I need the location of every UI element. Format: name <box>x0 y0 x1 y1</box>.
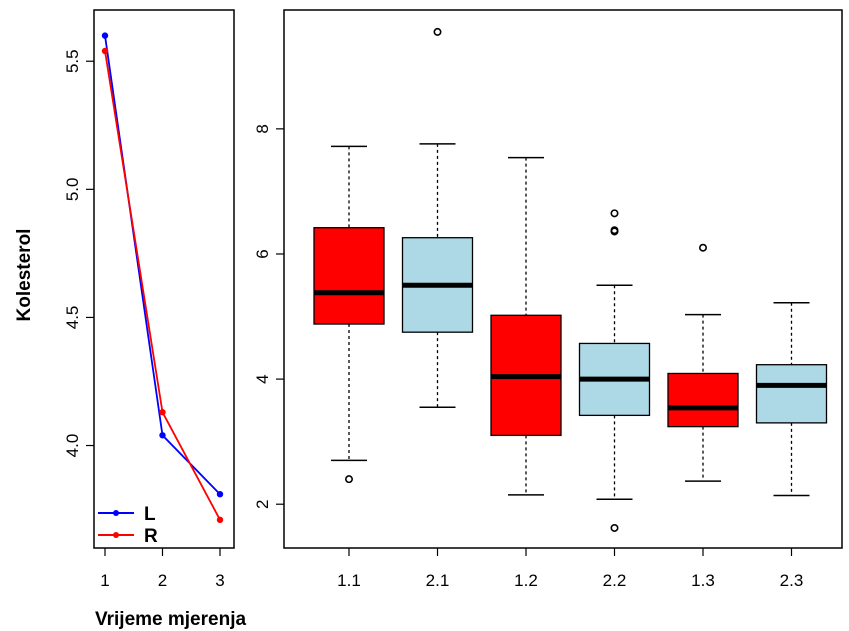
point-R-1 <box>101 47 109 55</box>
legend-marker-L <box>113 510 119 516</box>
box-2.3 <box>755 364 828 424</box>
box-1.3 <box>667 372 739 428</box>
outlier-2.2-3 <box>610 209 619 218</box>
x-axis-title: Vrijeme mjerenja <box>95 609 246 630</box>
right-x-tick-label-1: 2.1 <box>426 571 450 590</box>
legend-label-L: L <box>144 504 156 525</box>
left-x-tick-label-1: 2 <box>158 571 167 590</box>
series-line-L <box>104 35 221 495</box>
right-x-tick-label-3: 2.2 <box>603 571 627 590</box>
left-y-tick-label-1: 4.5 <box>63 306 82 330</box>
right-y-tick-label-2: 6 <box>253 249 272 258</box>
box-1.1 <box>313 227 385 325</box>
point-L-1 <box>101 32 109 39</box>
boxplot-panel: 2 4 6 8 1.1 2.1 1.2 2.2 1.3 2.3 <box>253 27 828 590</box>
right-x-tick-label-5: 2.3 <box>780 571 804 590</box>
point-L-3 <box>216 491 224 498</box>
outlier-1.1-1 <box>344 475 353 484</box>
legend-marker-R <box>113 532 119 538</box>
y-axis-title: Kolesterol <box>14 229 35 322</box>
right-y-tick-label-1: 4 <box>253 374 272 383</box>
legend-label-R: R <box>144 526 158 547</box>
outlier-2.2-2 <box>610 226 619 235</box>
left-y-tick-label-2: 5.0 <box>63 178 82 202</box>
right-y-tick-label-0: 2 <box>253 499 272 508</box>
series-line-R <box>104 50 221 521</box>
right-panel-frame <box>283 9 843 549</box>
outlier-2.2-4 <box>610 523 619 532</box>
point-R-3 <box>216 516 224 524</box>
left-y-tick-label-3: 5.5 <box>63 49 82 73</box>
left-x-tick-label-0: 1 <box>100 571 109 590</box>
right-x-tick-label-2: 1.2 <box>514 571 538 590</box>
left-x-tick-label-2: 3 <box>215 571 224 590</box>
point-L-2 <box>159 432 166 439</box>
line-panel: 4.0 4.5 5.0 5.5 1 2 3 <box>63 32 225 590</box>
right-x-tick-label-0: 1.1 <box>337 571 361 590</box>
left-y-tick-label-0: 4.0 <box>63 434 82 458</box>
point-R-2 <box>159 409 166 416</box>
outlier-2.1-1 <box>433 27 442 36</box>
right-y-tick-label-3: 8 <box>253 124 272 133</box>
left-panel-frame <box>93 9 235 549</box>
outlier-1.3-1 <box>698 243 707 252</box>
legend: L R <box>98 504 158 547</box>
right-x-tick-label-4: 1.3 <box>691 571 715 590</box>
